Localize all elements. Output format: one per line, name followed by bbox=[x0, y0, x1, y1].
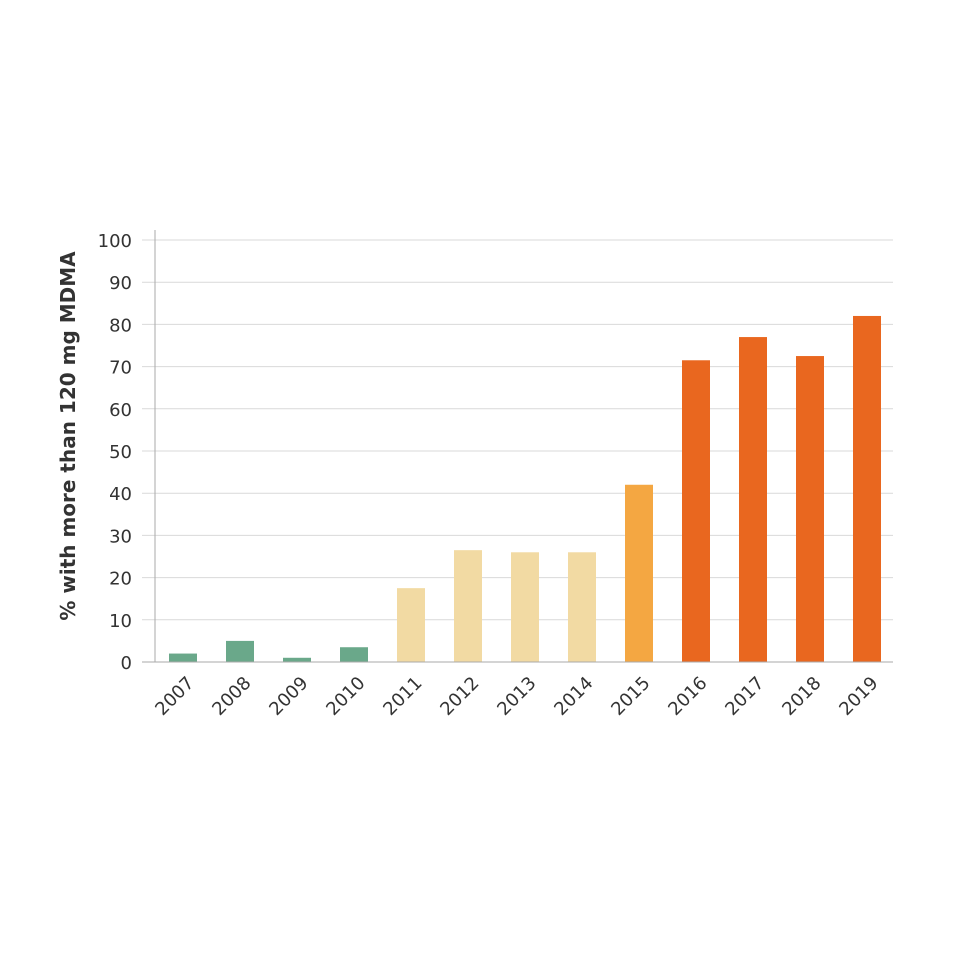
y-tick-label: 60 bbox=[109, 400, 132, 421]
bar-2017 bbox=[739, 337, 767, 662]
bar-2015 bbox=[625, 484, 653, 662]
x-tick-label: 2009 bbox=[265, 673, 312, 720]
x-tick-label: 2018 bbox=[778, 673, 825, 720]
bar-2007 bbox=[169, 653, 197, 662]
x-tick-label: 2016 bbox=[664, 673, 711, 720]
x-tick-label: 2008 bbox=[208, 673, 255, 720]
y-tick-label: 100 bbox=[98, 231, 132, 252]
bars bbox=[169, 315, 881, 662]
bar-2013 bbox=[511, 552, 539, 662]
x-tick-label: 2014 bbox=[550, 673, 597, 720]
bar-2009 bbox=[283, 657, 311, 662]
x-tick-label: 2013 bbox=[493, 673, 540, 720]
y-tick-label: 80 bbox=[109, 315, 132, 336]
x-tick-label: 2007 bbox=[151, 673, 198, 720]
y-axis-ticks: 0 10 20 30 40 50 60 70 80 90 100 bbox=[98, 231, 132, 674]
bar-2008 bbox=[226, 640, 254, 662]
y-tick-label: 40 bbox=[109, 484, 132, 505]
bar-2019 bbox=[853, 315, 881, 662]
bar-2018 bbox=[796, 356, 824, 662]
y-tick-label: 50 bbox=[109, 442, 132, 463]
x-tick-label: 2012 bbox=[436, 673, 483, 720]
x-tick-label: 2015 bbox=[607, 673, 654, 720]
y-tick-label: 70 bbox=[109, 358, 132, 379]
bar-2016 bbox=[682, 360, 710, 662]
bar-2014 bbox=[568, 552, 596, 662]
bar-2011 bbox=[397, 588, 425, 662]
x-tick-label: 2011 bbox=[379, 673, 426, 720]
x-axis-ticks: 2007 2008 2009 2010 2011 2012 2013 2014 2015 2016… bbox=[151, 673, 882, 720]
bar-2012 bbox=[454, 550, 482, 662]
x-tick-label: 2017 bbox=[721, 673, 768, 720]
y-tick-label: 20 bbox=[109, 569, 132, 590]
x-tick-label: 2019 bbox=[835, 673, 882, 720]
y-axis-label: % with more than 120 mg MDMA bbox=[56, 251, 80, 621]
bar-2010 bbox=[340, 647, 368, 662]
y-tick-label: 0 bbox=[121, 653, 132, 674]
grid-lines bbox=[142, 239, 893, 621]
y-tick-label: 90 bbox=[109, 273, 132, 294]
y-tick-label: 10 bbox=[109, 611, 132, 632]
x-tick-label: 2010 bbox=[322, 673, 369, 720]
y-tick-label: 30 bbox=[109, 526, 132, 547]
